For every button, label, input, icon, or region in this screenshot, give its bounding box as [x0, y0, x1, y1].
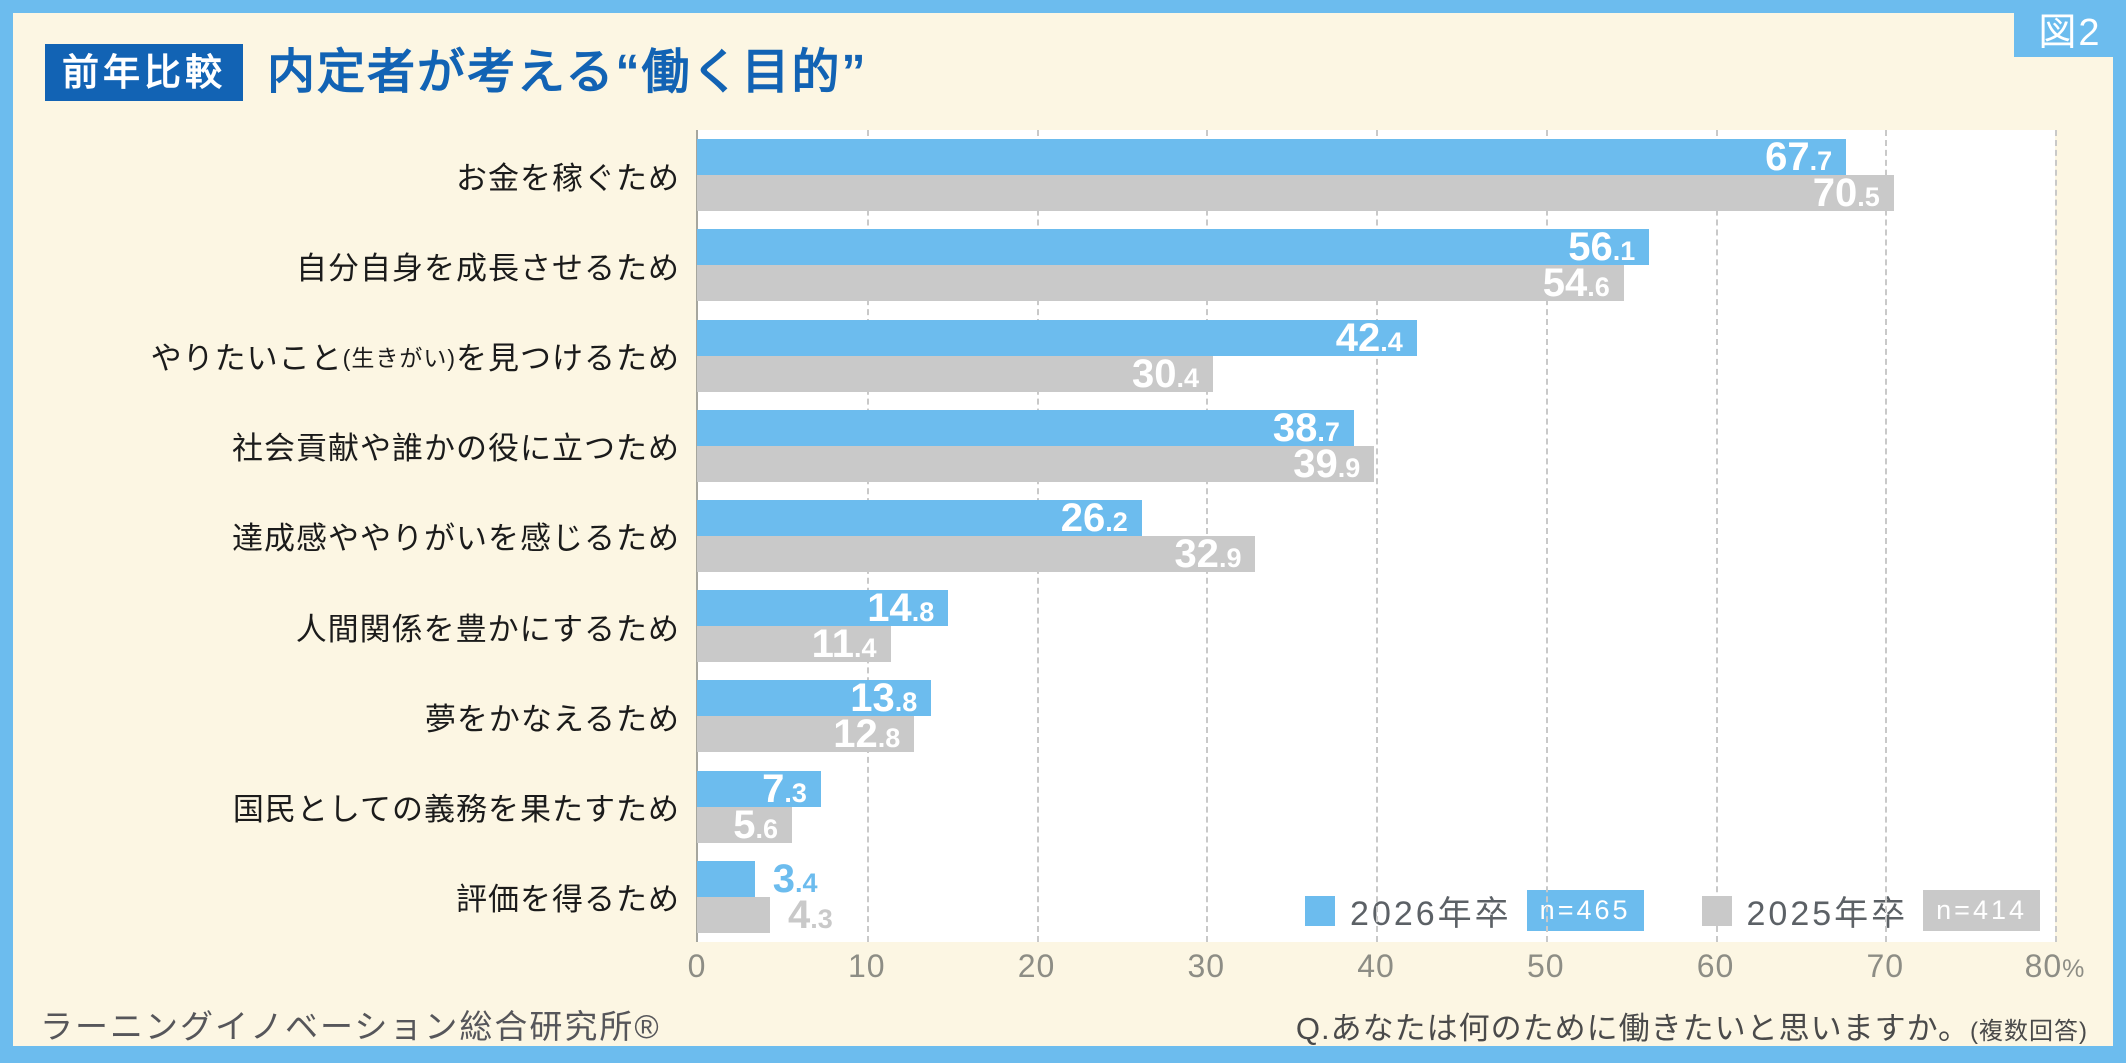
bar-2025年卒-達成感ややりがいを感じるため: 32.9 [697, 532, 1256, 576]
category-label: お金を稼ぐため [30, 130, 680, 220]
category-label: 評価を得るため [30, 852, 680, 942]
bar-value-label: 11.4 [811, 622, 877, 667]
category-label-small-segment: (生きがい) [342, 344, 456, 371]
x-tick-label-0: 0 [687, 948, 707, 984]
x-tick-label-50: 50 [1526, 948, 1565, 984]
gridline-60 [1715, 130, 1718, 942]
category-label-segment: 評価を得るため [456, 882, 680, 918]
bar-2026年卒-評価を得るため: 3.4 [697, 859, 817, 899]
bar-value-label: 67.7 [1765, 135, 1833, 180]
category-label: 自分自身を成長させるため [30, 220, 680, 310]
bar-2025年卒-国民としての義務を果たすため: 5.6 [697, 802, 793, 847]
category-label: 国民としての義務を果たすため [30, 762, 680, 852]
bar-2025年卒-夢をかなえるため: 12.8 [697, 712, 915, 757]
bar-2025年卒-評価を得るため: 4.3 [697, 895, 833, 935]
figure-number-label: 図2 [2038, 12, 2102, 54]
category-label-segment: 達成感ややりがいを感じるため [232, 521, 680, 557]
category-label-segment: 自分自身を成長させるため [296, 250, 680, 286]
bar-value-label: 26.2 [1060, 496, 1128, 540]
bar-value-label: 5.6 [733, 802, 779, 847]
legend-n-badge-2025: n=414 [1923, 890, 2040, 931]
chart-legend: 2026年卒 n=465 2025年卒 n=414 [1305, 886, 2040, 935]
bar-value-label: 4.3 [787, 892, 833, 937]
bar-2025年卒-人間関係を豊かにするため: 11.4 [697, 622, 891, 667]
category-label-segment: 社会貢献や誰かの役に立つため [232, 431, 680, 467]
bar-2026年卒-やりたいこと(生きがい)を見つけるため: 42.4 [697, 315, 1417, 360]
bar-2025年卒-お金を稼ぐため: 70.5 [697, 171, 1894, 216]
question-text: Q.あなたは何のために働きたいと思いますか。 [1295, 1011, 1971, 1046]
category-label-segment: お金を稼ぐため [456, 160, 680, 196]
category-label-segment: 国民としての義務を果たすため [232, 792, 680, 828]
category-label: 社会貢献や誰かの役に立つため [30, 401, 680, 491]
page-title: 内定者が考える“働く目的” [267, 45, 868, 99]
bar-value-label: 32.9 [1174, 532, 1242, 576]
x-tick-label-80: 80% [2024, 948, 2086, 984]
x-axis: 0 10 20 30 40 50 60 70 80% [688, 948, 2085, 990]
legend-label-2026: 2026年卒 [1350, 895, 1512, 933]
bar-2026年卒-お金を稼ぐため: 67.7 [697, 135, 1847, 180]
category-label: 達成感ややりがいを感じるため [30, 491, 680, 581]
bar-value-label: 30.4 [1132, 351, 1200, 396]
legend-n-badge-2026: n=465 [1526, 890, 1644, 931]
gridline-70 [1885, 130, 1888, 942]
x-tick-label-60: 60 [1696, 948, 1735, 984]
bar-2026年卒-社会貢献や誰かの役に立つため: 38.7 [697, 405, 1354, 450]
gridline-50 [1545, 130, 1548, 942]
comparison-badge: 前年比較 [45, 44, 243, 101]
question-note: (複数回答) [1970, 1018, 2088, 1045]
category-label-segment: 夢をかなえるため [424, 701, 680, 737]
gridline-40 [1376, 130, 1378, 942]
legend-label-2025: 2025年卒 [1746, 895, 1909, 933]
category-label-segment: を見つけるため [456, 341, 680, 377]
bar-2026年卒-人間関係を豊かにするため: 14.8 [697, 586, 949, 631]
category-label-segment: やりたいこと [150, 341, 343, 377]
bar-value-label: 56.1 [1568, 225, 1636, 270]
category-label: やりたいこと (生きがい) を見つけるため [30, 310, 680, 400]
question-label: Q.あなたは何のために働きたいと思いますか。 (複数回答) [1296, 1003, 2088, 1048]
bar-chart-plot-area: 2026年卒 n=465 2025年卒 n=414 67.7 70.5 56.1 54… [696, 130, 2057, 942]
bar-value-label: 14.8 [867, 586, 935, 631]
x-tick-label-30: 30 [1187, 948, 1226, 984]
legend-item-2026: 2026年卒 n=465 [1305, 886, 1644, 935]
bar-2025年卒-社会貢献や誰かの役に立つため: 39.9 [697, 441, 1375, 486]
figure-number-badge: 図2 [2014, 0, 2126, 57]
bar-value-label: 42.4 [1335, 315, 1403, 360]
gridline-80 [2055, 130, 2057, 942]
x-tick-label-10: 10 [847, 948, 886, 984]
x-tick-label-20: 20 [1017, 948, 1056, 984]
bar-value-label: 7.3 [762, 766, 807, 811]
bar-2026年卒-夢をかなえるため: 13.8 [697, 676, 932, 721]
bar-value-label: 70.5 [1812, 171, 1880, 216]
source-label: ラーニングイノベーション総合研究所® [40, 1008, 661, 1045]
bar-2025年卒-やりたいこと(生きがい)を見つけるため: 30.4 [697, 351, 1214, 396]
header: 前年比較 内定者が考える“働く目的” [45, 44, 868, 101]
category-label: 人間関係を豊かにするため [30, 581, 680, 671]
category-label: 夢をかなえるため [30, 671, 680, 761]
category-label-segment: 人間関係を豊かにするため [295, 611, 680, 647]
bar-value-label: 38.7 [1272, 405, 1340, 450]
bar-value-label: 12.8 [833, 712, 901, 757]
bar-value-label: 39.9 [1293, 441, 1361, 486]
x-tick-label-40: 40 [1357, 948, 1395, 984]
bar-2025年卒-自分自身を成長させるため: 54.6 [697, 261, 1624, 306]
bar-2026年卒-達成感ややりがいを感じるため: 26.2 [697, 496, 1142, 540]
bar-value-label: 3.4 [772, 856, 818, 901]
legend-swatch-2026 [1305, 895, 1336, 926]
bar-value-label: 13.8 [850, 676, 918, 721]
bar-2026年卒-自分自身を成長させるため: 56.1 [697, 225, 1650, 270]
category-labels-column: お金を稼ぐため自分自身を成長させるためやりたいこと (生きがい) を見つけるため社会… [30, 130, 680, 942]
legend-item-2025: 2025年卒 n=414 [1701, 886, 2040, 935]
bar-value-label: 54.6 [1542, 261, 1610, 306]
bar-2026年卒-国民としての義務を果たすため: 7.3 [697, 766, 821, 811]
x-tick-label-70: 70 [1866, 948, 1905, 984]
